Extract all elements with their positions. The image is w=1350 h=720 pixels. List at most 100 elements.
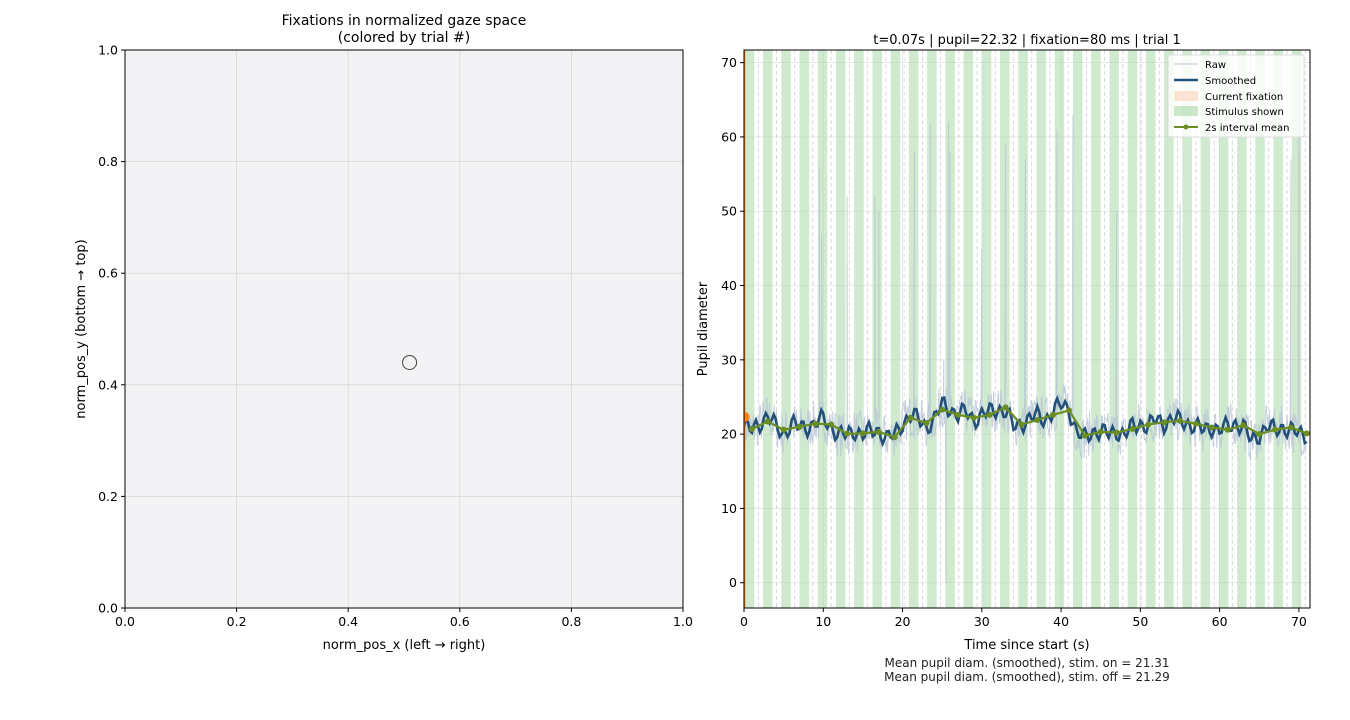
- interval-mean-point: [1129, 425, 1136, 432]
- right-y-tick-label: 10: [721, 501, 737, 516]
- legend-raw: Raw: [1205, 60, 1226, 71]
- interval-mean-point: [1192, 420, 1199, 427]
- interval-mean-point: [859, 430, 866, 437]
- right-x-label: Time since start (s): [963, 638, 1089, 653]
- stimulus-band: [835, 50, 846, 608]
- legend-smoothed: Smoothed: [1205, 76, 1256, 87]
- stimulus-band: [799, 50, 810, 608]
- stimulus-band: [981, 50, 992, 608]
- left-y-tick-label: 0.6: [98, 266, 118, 281]
- stimulus-band: [781, 50, 791, 608]
- left-axes-frame: [124, 49, 684, 609]
- stimulus-band: [1091, 50, 1101, 608]
- stimulus-band: [1054, 50, 1065, 608]
- left-x-tick-label: 0.8: [561, 614, 581, 629]
- interval-mean-point: [1066, 407, 1073, 414]
- right-x-tick-label: 50: [1132, 614, 1148, 629]
- legend-stimulus: Stimulus shown: [1205, 107, 1284, 118]
- left-title-line1: Fixations in normalized gaze space: [282, 13, 527, 29]
- annotation-stim-off: Mean pupil diam. (smoothed), stim. off =…: [884, 670, 1170, 684]
- interval-mean-point: [955, 411, 962, 418]
- interval-mean-point: [970, 414, 977, 421]
- interval-mean-point: [907, 414, 914, 421]
- stimulus-band: [1218, 50, 1229, 608]
- interval-mean-point: [1145, 421, 1152, 428]
- right-y-tick-label: 60: [721, 129, 737, 144]
- interval-mean-point: [1113, 429, 1120, 436]
- left-x-tick-label: 0.0: [115, 614, 135, 629]
- right-x-tick-label: 30: [974, 614, 990, 629]
- right-title: t=0.07s | pupil=22.32 | fixation=80 ms |…: [873, 33, 1181, 48]
- interval-mean-point: [891, 434, 898, 441]
- left-title-line2: (colored by trial #): [338, 30, 470, 46]
- right-x-tick-label: 0: [740, 614, 748, 629]
- stimulus-band: [1072, 50, 1083, 608]
- fixation-point: [402, 354, 418, 370]
- stimulus-band: [854, 50, 864, 608]
- right-x-tick-label: 10: [815, 614, 831, 629]
- interval-mean-point: [1018, 421, 1025, 428]
- legend-stimulus-swatch: [1174, 106, 1198, 116]
- stimulus-band: [1273, 50, 1284, 608]
- interval-mean-point: [1256, 431, 1263, 438]
- interval-mean-point: [1208, 424, 1215, 431]
- left-x-tick-label: 0.4: [338, 614, 358, 629]
- right-chart: t=0.07s | pupil=22.32 | fixation=80 ms |…: [696, 33, 1320, 684]
- stimulus-band: [1200, 50, 1211, 608]
- stimulus-band: [872, 50, 882, 608]
- stimulus-band: [1310, 50, 1320, 608]
- stimulus-band: [1127, 50, 1138, 608]
- stimulus-band: [1145, 50, 1156, 608]
- interval-mean-point: [1303, 430, 1310, 437]
- left-x-tick-label: 1.0: [673, 614, 693, 629]
- interval-mean-point: [986, 411, 993, 418]
- right-axes-frame: [743, 49, 1311, 609]
- right-x-tick-label: 20: [895, 614, 911, 629]
- interval-mean-point: [828, 421, 835, 428]
- right-y-tick-label: 30: [721, 352, 737, 367]
- interval-mean-point: [780, 426, 787, 433]
- stimulus-band: [927, 50, 937, 608]
- right-y-tick-label: 20: [721, 427, 737, 442]
- left-x-tick-label: 0.2: [227, 614, 247, 629]
- annotation-stim-on: Mean pupil diam. (smoothed), stim. on = …: [885, 656, 1170, 670]
- interval-mean-point: [1176, 417, 1183, 424]
- interval-mean-point: [1287, 424, 1294, 431]
- interval-mean-point: [844, 430, 851, 437]
- interval-mean-point: [923, 419, 930, 426]
- right-y-tick-label: 40: [721, 278, 737, 293]
- stimulus-band: [1164, 50, 1174, 608]
- left-x-label: norm_pos_x (left → right): [323, 638, 486, 653]
- legend-fixation-swatch: [1174, 91, 1198, 101]
- left-plot-area: [125, 50, 683, 608]
- stimulus-band: [763, 50, 773, 608]
- stimulus-band: [1237, 50, 1247, 608]
- stimulus-band: [1291, 50, 1302, 608]
- interval-mean-point: [1272, 426, 1279, 433]
- left-y-tick-label: 0.8: [98, 154, 118, 169]
- stimulus-band: [963, 50, 974, 608]
- left-y-tick-label: 0.2: [98, 489, 118, 504]
- interval-mean-point: [1240, 422, 1247, 429]
- interval-mean-point: [796, 423, 803, 430]
- left-y-tick-label: 0.0: [98, 601, 118, 616]
- stimulus-band: [1182, 50, 1192, 608]
- smoothed-trace: [744, 394, 1308, 448]
- interval-mean-point: [748, 425, 755, 432]
- left-x-tick-label: 0.6: [450, 614, 470, 629]
- interval-mean-point: [1034, 417, 1041, 424]
- raw-trace: [744, 77, 1307, 583]
- interval-mean-point: [812, 420, 819, 427]
- stimulus-band: [1109, 50, 1119, 608]
- interval-mean-point: [764, 418, 771, 425]
- right-x-tick-label: 60: [1212, 614, 1228, 629]
- interval-mean-point: [1224, 426, 1231, 433]
- right-x-tick-label: 70: [1291, 614, 1307, 629]
- left-y-tick-label: 0.4: [98, 377, 118, 392]
- interval-mean-point: [1002, 404, 1009, 411]
- right-y-tick-label: 50: [721, 204, 737, 219]
- stimulus-band: [744, 50, 755, 608]
- interval-mean-point: [875, 428, 882, 435]
- right-x-tick-label: 40: [1053, 614, 1069, 629]
- interval-mean-point: [1161, 419, 1168, 426]
